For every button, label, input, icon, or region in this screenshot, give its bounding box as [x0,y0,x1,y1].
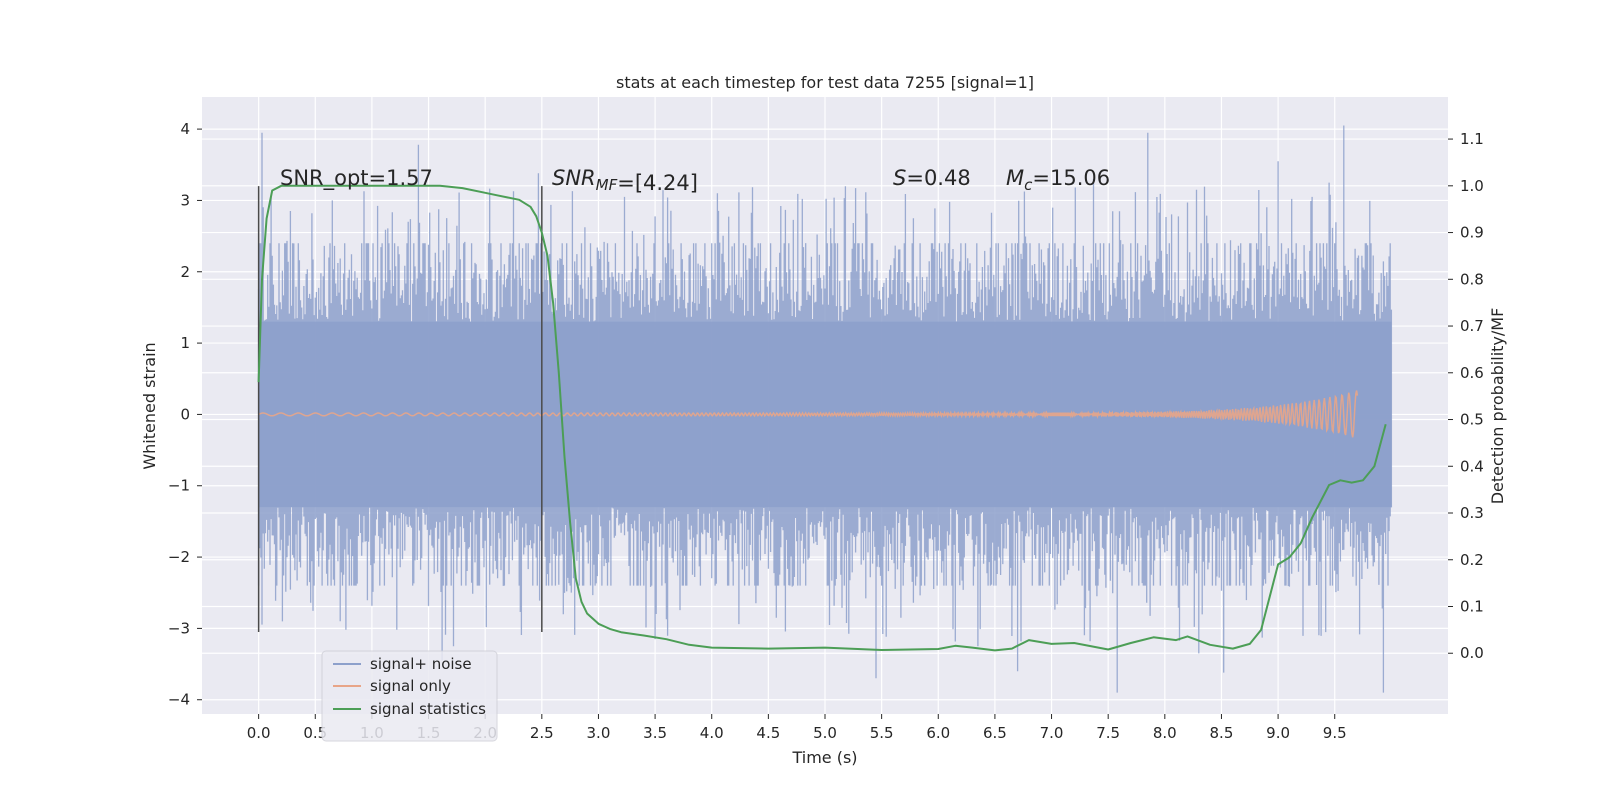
annotation-s-value: =0.48 [906,166,970,190]
annotation-snr-mf: SNRMF=[4.24] [552,166,698,195]
annotation-snr-opt: SNR_opt=1.57 [280,166,433,191]
x-tick-label: 9.5 [1323,724,1347,742]
x-tick-label: 5.0 [813,724,837,742]
y-left-tick-label: −2 [168,548,190,566]
x-tick-label: 6.5 [983,724,1007,742]
y-left-tick-label: 1 [180,334,190,352]
legend-box [321,650,498,742]
annotation-mc: Mc=15.06 [1006,166,1110,194]
y-right-tick-label: 0.2 [1460,551,1484,569]
y-left-tick-label: −1 [168,477,190,495]
y-axis-label-right: Detection probability/MF [1488,308,1507,505]
annotation-snr-mf-sub: MF [596,176,618,194]
series-signal-only [258,390,1359,438]
x-tick-label: 7.0 [1040,724,1064,742]
x-tick-label: 8.5 [1210,724,1234,742]
legend-label-signal-statistics: signal statistics [370,700,486,718]
y-right-tick-label: 0.7 [1460,317,1484,335]
annotation-mc-prefix: M [1006,166,1024,190]
annotation-mc-value: =15.06 [1032,166,1110,190]
y-axis-label-left: Whitened strain [140,342,159,469]
legend-label-signal-noise: signal+ noise [370,655,472,673]
x-tick-label: 0.0 [247,724,271,742]
y-right-tick-label: 0.5 [1460,411,1484,429]
axis-ticks: 0.00.51.01.52.02.53.03.54.04.55.05.56.06… [168,120,1484,742]
signal-statistics-line [257,184,1387,652]
y-left-tick-label: −4 [168,691,190,709]
y-left-tick-label: 3 [180,191,190,209]
annotation-s: S=0.48 [893,166,971,190]
x-axis-label: Time (s) [791,748,857,767]
y-right-tick-label: 0.6 [1460,364,1484,382]
y-right-tick-label: 0.8 [1460,270,1484,288]
y-right-tick-label: 0.1 [1460,597,1484,615]
x-tick-label: 0.5 [303,724,327,742]
y-right-tick-label: 0.3 [1460,504,1484,522]
annotation-snr-mf-prefix: SNR [552,166,596,190]
y-left-tick-label: 2 [180,263,190,281]
vertical-markers [257,186,543,632]
y-right-tick-label: 1.1 [1460,130,1484,148]
y-left-tick-label: −3 [168,619,190,637]
x-tick-label: 7.5 [1096,724,1120,742]
x-tick-label: 3.5 [643,724,667,742]
annotation-mc-sub: c [1024,176,1033,194]
x-tick-label: 4.0 [700,724,724,742]
annotation-snr-mf-value: =[4.24] [617,171,698,195]
x-tick-label: 4.5 [756,724,780,742]
annotation-s-prefix: S [893,166,906,190]
signal-only-trace [258,390,1359,438]
series-signal-statistics [257,184,1387,652]
legend-label-signal-only: signal only [370,677,451,695]
y-right-tick-label: 0.9 [1460,224,1484,242]
x-tick-label: 8.0 [1153,724,1177,742]
y-right-tick-label: 0.4 [1460,457,1484,475]
y-left-tick-label: 0 [180,405,190,423]
chart-title: stats at each timestep for test data 725… [616,73,1034,92]
x-tick-label: 5.5 [870,724,894,742]
x-tick-label: 9.0 [1266,724,1290,742]
y-right-tick-label: 1.0 [1460,177,1484,195]
x-tick-label: 3.0 [587,724,611,742]
x-tick-label: 2.5 [530,724,554,742]
y-left-tick-label: 4 [180,120,190,138]
x-tick-label: 6.0 [926,724,950,742]
legend: signal+ noise signal only signal statist… [321,650,498,742]
y-right-tick-label: 0.0 [1460,644,1484,662]
